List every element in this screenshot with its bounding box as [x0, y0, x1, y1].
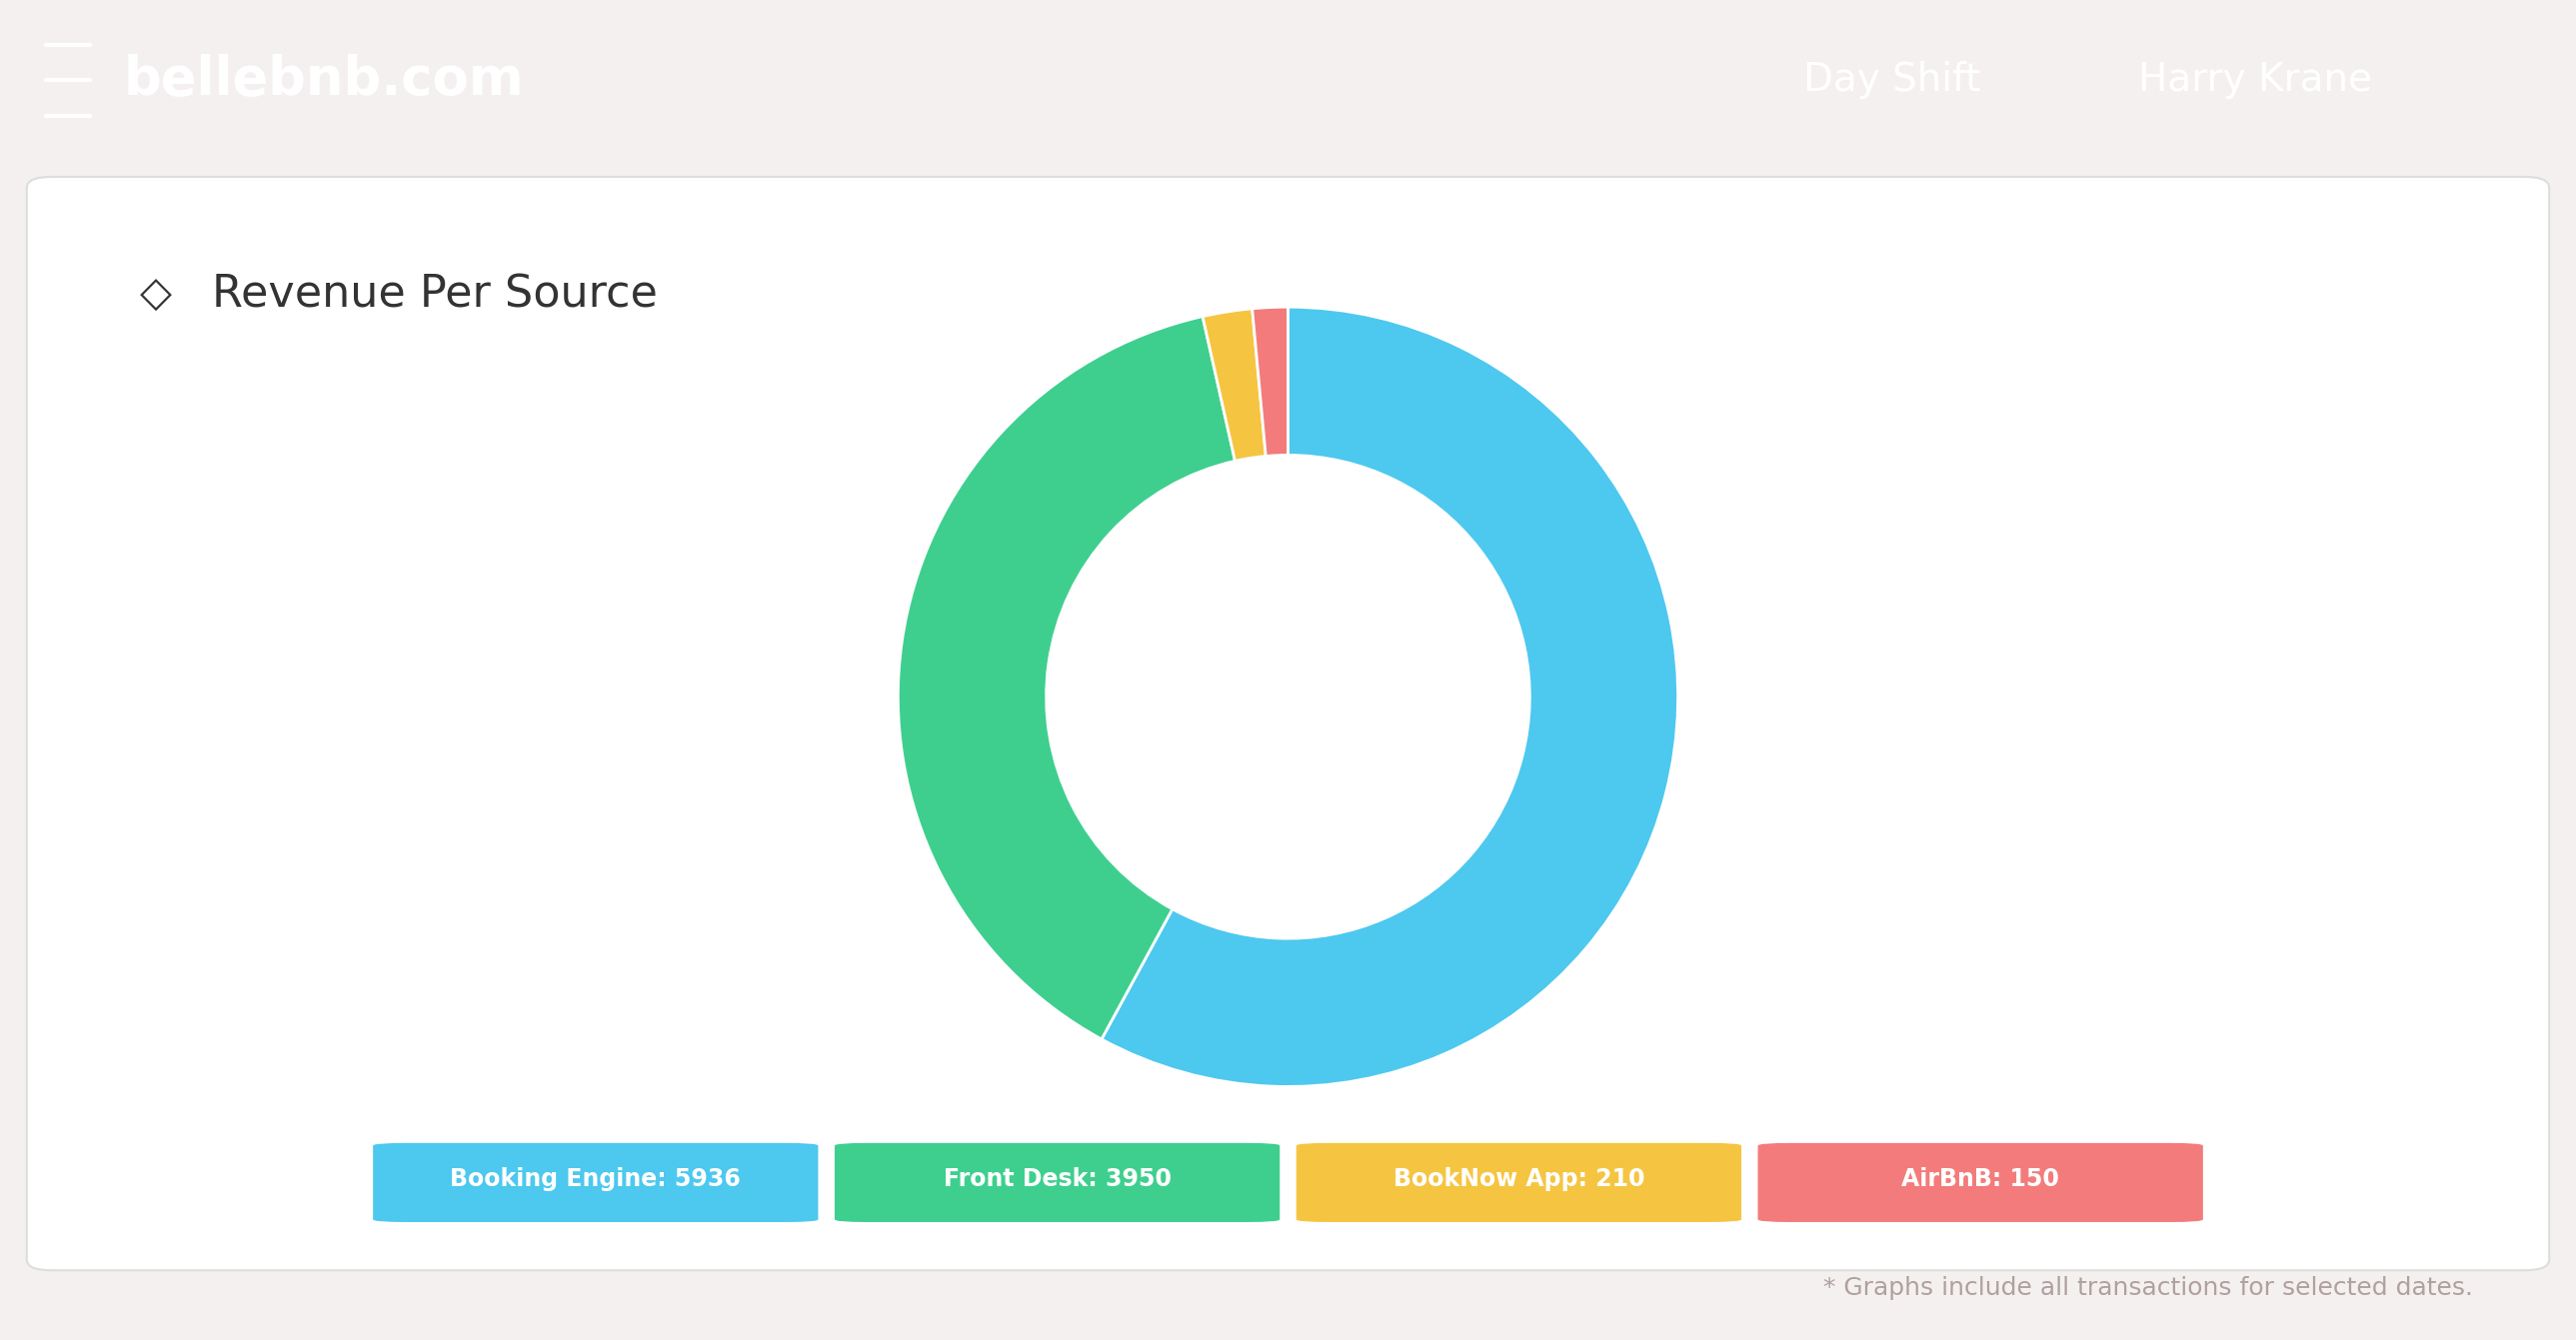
Wedge shape	[899, 316, 1234, 1039]
Text: BookNow App: 210: BookNow App: 210	[1394, 1167, 1643, 1191]
Wedge shape	[1252, 307, 1288, 456]
Text: Front Desk: 3950: Front Desk: 3950	[943, 1167, 1172, 1191]
FancyBboxPatch shape	[374, 1143, 819, 1222]
FancyBboxPatch shape	[1296, 1143, 1741, 1222]
Text: ◇: ◇	[139, 273, 173, 316]
FancyBboxPatch shape	[1757, 1143, 2202, 1222]
FancyBboxPatch shape	[26, 177, 2550, 1270]
Wedge shape	[1203, 308, 1265, 461]
Text: bellebnb.com: bellebnb.com	[124, 55, 523, 106]
Text: Day Shift: Day Shift	[1803, 62, 1981, 99]
Text: * Graphs include all transactions for selected dates.: * Graphs include all transactions for se…	[1824, 1277, 2473, 1300]
Text: Booking Engine: 5936: Booking Engine: 5936	[451, 1167, 742, 1191]
Text: Revenue Per Source: Revenue Per Source	[211, 273, 657, 316]
FancyBboxPatch shape	[835, 1143, 1280, 1222]
Text: Harry Krane: Harry Krane	[2138, 62, 2372, 99]
Text: AirBnB: 150: AirBnB: 150	[1901, 1167, 2058, 1191]
Wedge shape	[1103, 307, 1677, 1087]
